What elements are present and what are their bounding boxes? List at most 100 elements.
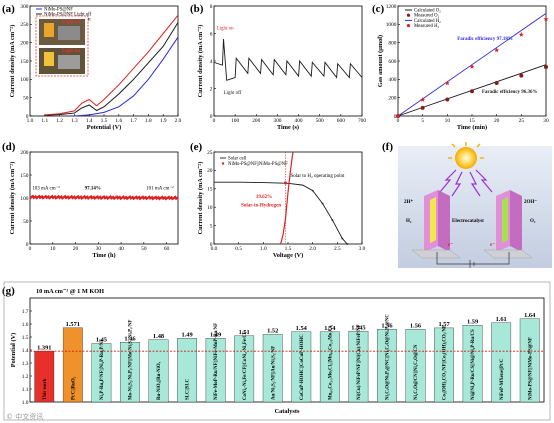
y-tick-label: 20: [207, 168, 213, 174]
schematic-background: [398, 146, 552, 268]
y-tick-label: 4: [210, 59, 213, 65]
bar-category-label: CoNi₂-Ni₃Fe/CF||CoNi₂-Ni₃Fe/CF: [243, 331, 248, 400]
label-electron-left: e⁻: [448, 243, 453, 248]
bar-category-label: Ni₂P-Ru₂P/NF||Ni₂P-Ru₂P/NF: [100, 339, 105, 400]
x-tick-label: 30: [96, 246, 102, 252]
y-tick-label: 0: [26, 242, 29, 248]
light-rays: [439, 169, 493, 197]
h2-point: [494, 47, 500, 53]
series-line-black: [44, 22, 179, 116]
y-tick-label: 300: [20, 4, 28, 10]
annotation-light-on: Light on: [217, 26, 235, 31]
bar: [291, 331, 312, 403]
x-axis-title: Time (min): [457, 124, 487, 131]
x-tick-label: 500: [316, 118, 324, 124]
x-tick-label: 0.5: [235, 246, 242, 252]
bar: [120, 342, 140, 403]
x-tick-label: 10: [50, 246, 56, 252]
chart-a: 1.0 1.1 1.2 1.3 1.4 1.5 1.6 1.7 1.8 1.9 2.0 0 50 100 1…: [9, 4, 182, 131]
x-tick-label: 100: [231, 118, 239, 124]
label-2h-plus: 2H⁺: [404, 199, 413, 205]
bar-category-label: NiFe-MoP-Ru/NF||NiFe-MoP-Ru/NF: [214, 323, 219, 400]
x-tick-label: 1.9: [160, 118, 167, 124]
bar-value-label: 1.51: [239, 329, 250, 336]
x-tick-label: 1.0: [260, 246, 267, 252]
panel-a-label: (a): [2, 3, 15, 15]
annotation-operating-point: Solar to H₂ operating point: [290, 174, 345, 179]
legend-swatch: [406, 24, 411, 28]
x-tick-label: 1.3: [71, 118, 78, 124]
panel-b-label: (b): [190, 3, 204, 15]
y-tick-label: 15: [207, 187, 213, 193]
y-tick-label: 0: [394, 114, 397, 120]
bar-value-label: 1.57: [438, 321, 450, 328]
bar-value-label: 1.64: [524, 312, 536, 319]
x-tick-label: 1.5: [285, 246, 292, 252]
solar-cell-line: [214, 181, 348, 245]
x-tick-label: 1.5: [101, 118, 108, 124]
x-tick-label: 1.8: [145, 118, 152, 124]
bar-value-label: 1.54: [324, 325, 336, 332]
legend-entry: NiMo-PS@NF||NiMo-PS@NF: [228, 162, 288, 167]
sun-icon: [448, 142, 484, 169]
bar: [462, 325, 483, 403]
legend-entry: Measured H₂: [414, 24, 440, 29]
series-line-chopped: [213, 38, 363, 81]
stability-line: [29, 194, 179, 201]
bar-value-label: 1.56: [410, 322, 422, 329]
y-tick-label: 50: [23, 219, 29, 225]
bar-category-label: CoCuP-HOHC||CoCuP-HOHC: [300, 334, 305, 400]
o2-point: [544, 64, 548, 69]
bar-value-label: 1.49: [181, 332, 192, 339]
bar: [234, 335, 255, 403]
bar-value-label: 1.56: [381, 322, 393, 329]
y-tick-label: 10: [207, 205, 213, 211]
y-tick-label: 1.5: [22, 335, 29, 341]
bar-category-label: Ni@Ni₂P-Ru/CS||Ni@Ni₂P-Ru/CS: [471, 329, 476, 400]
x-tick-label: 5: [421, 118, 424, 124]
bar-category-label: SLC||SLC: [186, 378, 191, 400]
bar: [177, 338, 197, 403]
x-tick-label: 60: [164, 246, 170, 252]
series-line-blue: [74, 36, 179, 117]
inset-reactor-top: [58, 26, 80, 40]
x-tick-label: 1.7: [130, 118, 137, 124]
inset-reactor-bottom: [58, 55, 80, 69]
y-axis-title: Current density (mA cm⁻²): [197, 25, 204, 98]
o2-point: [519, 73, 524, 78]
bar-category-label: Mn₀.₅Co₂.₅Mo₃Cl₂||Mn₀.₅Co₂.₅Mo₃Cl₂: [328, 324, 333, 400]
circuit-wire: [436, 252, 510, 268]
legend-entry: NiMo-PS@NF: [44, 8, 73, 13]
y-axis-title: Current density (mA cm⁻²): [197, 162, 204, 235]
y-tick-label: 250: [20, 22, 28, 28]
x-tick-label: 2.0: [309, 246, 316, 252]
legend-swatch: [406, 13, 411, 17]
bar-value-label: 1.52: [267, 328, 278, 335]
bar-value-label: 1.46: [124, 335, 136, 342]
y-tick-label: 0: [210, 114, 213, 120]
annotation-fe-h2: Faradic efficiency 97.18%: [457, 37, 513, 42]
x-tick-label: 0: [213, 118, 216, 124]
y-tick-label: 1.4: [22, 348, 29, 354]
y-tick-label: 200: [388, 95, 396, 101]
inset-device-bottom: [44, 52, 54, 66]
panel-g-title: 10 mA cm⁻² @ 1 M KOH: [36, 288, 104, 295]
y-tick-label: 1.6: [22, 322, 29, 328]
x-tick-label: 15: [469, 118, 475, 124]
annotation-sth: Solar-to-Hydrogen: [241, 203, 281, 208]
y-tick-label: 1.3: [22, 361, 29, 367]
label-o2: O₂: [530, 219, 536, 224]
bar: [491, 322, 512, 403]
bar-value-label: 1.545: [351, 324, 365, 331]
y-axis-title: Current density (mA cm⁻²): [9, 25, 16, 98]
y-tick-label: 200: [20, 150, 28, 156]
legend-swatch: [221, 162, 225, 165]
bar-value-label: 1.59: [467, 319, 478, 326]
x-tick-label: 20: [494, 118, 500, 124]
bar-category-label: Mo-Ni₃S₂/NiₓPᵧ/NF||Mo-Ni₃S₂/NiₓPᵧ/NF: [129, 320, 134, 400]
panel-a-inset: Light off Light on: [35, 15, 89, 77]
annotation-end: 101 mA cm⁻²: [146, 186, 174, 192]
y-tick-label: 600: [388, 59, 396, 65]
bar-category-label: Ru-NiOₓ||Ru-NiOₓ: [157, 361, 162, 400]
